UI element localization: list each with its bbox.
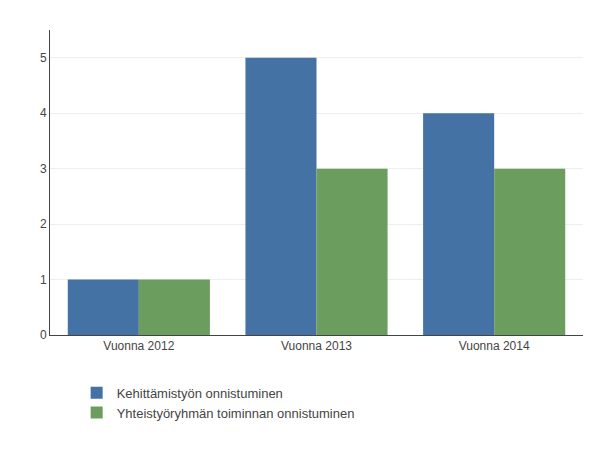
- svg-text:5: 5: [40, 51, 47, 65]
- svg-text:Vuonna 2012: Vuonna 2012: [103, 339, 174, 353]
- svg-text:0: 0: [40, 328, 47, 342]
- svg-text:3: 3: [40, 162, 47, 176]
- svg-text:Yhteistyöryhmän toiminnan onni: Yhteistyöryhmän toiminnan onnistuminen: [117, 406, 355, 421]
- svg-text:2: 2: [40, 217, 47, 231]
- svg-text:4: 4: [40, 106, 47, 120]
- svg-text:1: 1: [40, 273, 47, 287]
- svg-text:Vuonna 2013: Vuonna 2013: [281, 339, 352, 353]
- svg-text:Vuonna 2014: Vuonna 2014: [459, 339, 530, 353]
- svg-text:Kehittämistyön onnistuminen: Kehittämistyön onnistuminen: [117, 386, 283, 401]
